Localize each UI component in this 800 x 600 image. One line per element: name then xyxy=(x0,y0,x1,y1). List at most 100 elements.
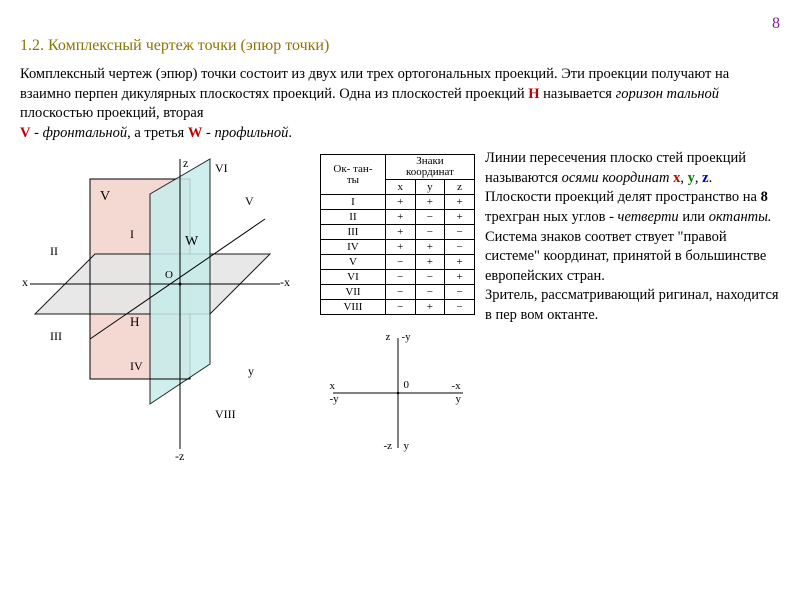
epure-ny-top: -y xyxy=(402,331,411,343)
octant-viii-label: VIII xyxy=(215,407,236,422)
octant-iv-label: IV xyxy=(130,359,143,374)
epure-y-bot: y xyxy=(404,440,410,452)
table-cell: − xyxy=(385,270,415,285)
table-cell: − xyxy=(385,255,415,270)
intro-text: - xyxy=(30,125,42,141)
epure-y-right: y xyxy=(456,393,462,405)
plane-w-label: W xyxy=(185,234,198,250)
table-cell: + xyxy=(415,195,445,210)
table-row: VIII−+− xyxy=(321,300,475,315)
table-cell: + xyxy=(445,210,475,225)
table-cell: + xyxy=(415,300,445,315)
table-row: VII−−− xyxy=(321,285,475,300)
table-row: IV++− xyxy=(321,240,475,255)
octant-ii-label: II xyxy=(50,244,58,259)
octant-i-label: I xyxy=(130,227,134,242)
table-cell: VII xyxy=(321,285,386,300)
right-text: или xyxy=(679,209,709,225)
intro-text: называется xyxy=(540,86,616,102)
origin-label: O xyxy=(165,269,173,281)
table-row: I+++ xyxy=(321,195,475,210)
planes-diagram: z -z x -x y V W H O I II III IV V VI VII… xyxy=(20,149,300,479)
table-cell: VIII xyxy=(321,300,386,315)
table-cell: − xyxy=(385,300,415,315)
axis-nx-label: -x xyxy=(280,275,290,290)
table-cell: + xyxy=(415,255,445,270)
plane-w-letter: W xyxy=(188,125,203,141)
table-row: VI−−+ xyxy=(321,270,475,285)
right-text: Система знаков соответ ствует "правой си… xyxy=(485,229,766,284)
epure-x: x xyxy=(330,380,336,392)
axis-x-label: x xyxy=(22,275,28,290)
table-row: III+−− xyxy=(321,225,475,240)
table-cell: − xyxy=(415,285,445,300)
table-cell: + xyxy=(445,195,475,210)
table-header-octants: Ок- тан- ты xyxy=(321,155,386,195)
table-cell: − xyxy=(445,240,475,255)
octant-vi-label: VI xyxy=(215,161,228,176)
italic-frontal: фронтальной xyxy=(43,125,128,141)
epure-nz: -z xyxy=(384,440,393,452)
italic-octants: октанты. xyxy=(709,209,772,225)
table-row: V−++ xyxy=(321,255,475,270)
axis-nz-label: -z xyxy=(175,449,184,464)
table-cell: IV xyxy=(321,240,386,255)
table-cell: + xyxy=(385,195,415,210)
table-cell: − xyxy=(445,285,475,300)
signs-table: Ок- тан- ты Знаки координат x y z I+++II… xyxy=(320,154,475,315)
table-cell: − xyxy=(445,300,475,315)
epure-nx: -x xyxy=(452,380,461,392)
table-cell: II xyxy=(321,210,386,225)
page-number: 8 xyxy=(20,15,780,33)
table-cell: + xyxy=(385,210,415,225)
right-text: трехгран ных углов - xyxy=(485,209,618,225)
table-cell: VI xyxy=(321,270,386,285)
italic-quarters: четверти xyxy=(618,209,679,225)
table-cell: + xyxy=(385,240,415,255)
intro-text: , а третья xyxy=(127,125,188,141)
table-cell: I xyxy=(321,195,386,210)
section-heading: 1.2. Комплексный чертеж точки (эпюр точк… xyxy=(20,37,780,55)
table-cell: + xyxy=(385,225,415,240)
table-cell: + xyxy=(415,240,445,255)
epure-zero: 0 xyxy=(404,379,410,391)
right-text: Зритель, рассматривающий ригинал, находи… xyxy=(485,287,779,323)
table-cell: − xyxy=(415,225,445,240)
table-cell: + xyxy=(445,255,475,270)
octant-iii-label: III xyxy=(50,329,62,344)
intro-text: - xyxy=(202,125,214,141)
table-col-y: y xyxy=(415,180,445,195)
table-col-x: x xyxy=(385,180,415,195)
right-text-block: Линии пересечения плоско стей проекций н… xyxy=(485,149,780,479)
plane-v-letter: V xyxy=(20,125,30,141)
right-text: Плоскости проекций делят пространство на xyxy=(485,189,761,205)
axis-y: y xyxy=(688,170,695,186)
table-header-signs: Знаки координат xyxy=(385,155,474,180)
intro-paragraph: Комплексный чертеж (эпюр) точки состоит … xyxy=(20,65,780,143)
plane-h-label: H xyxy=(130,314,139,330)
table-cell: − xyxy=(415,210,445,225)
table-row: II+−+ xyxy=(321,210,475,225)
epure-z: z xyxy=(386,331,391,343)
table-cell: III xyxy=(321,225,386,240)
table-cell: − xyxy=(445,225,475,240)
octant-v-label: V xyxy=(245,194,254,209)
intro-text: плоскостью проекций, вторая xyxy=(20,105,204,121)
axis-y-label: y xyxy=(248,364,254,379)
epure-ny-left: -y xyxy=(330,393,339,405)
comma: , xyxy=(680,170,687,186)
table-cell: − xyxy=(385,285,415,300)
italic-profile: профильной xyxy=(214,125,288,141)
plane-v-label: V xyxy=(100,189,110,205)
table-col-z: z xyxy=(445,180,475,195)
italic-axes: осями координат xyxy=(562,170,673,186)
bold-8: 8 xyxy=(761,189,768,205)
italic-horizontal: горизон тальной xyxy=(616,86,719,102)
table-cell: + xyxy=(445,270,475,285)
axis-z-label: z xyxy=(183,156,188,171)
dot: . xyxy=(709,170,713,186)
intro-text: . xyxy=(288,125,292,141)
plane-h-letter: H xyxy=(528,86,539,102)
table-cell: − xyxy=(415,270,445,285)
epure-axes-diagram: z -y x -y 0 -x y -z y xyxy=(328,333,468,453)
